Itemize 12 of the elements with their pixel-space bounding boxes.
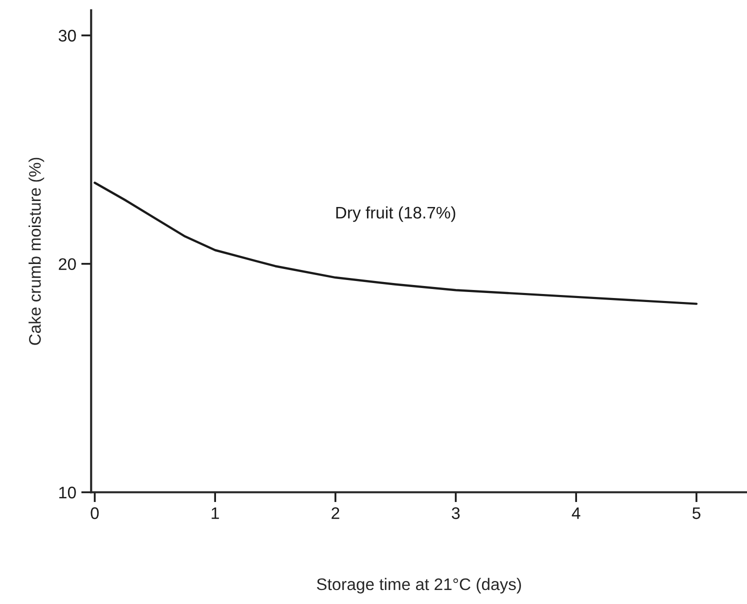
y-tick-label: 20 [58,258,76,270]
x-axis-title: Storage time at 21°C (days) [316,578,521,594]
x-tick-label: 1 [212,507,219,519]
x-tick-label: 2 [332,507,340,519]
text: Dry fruit (18.7%) [336,206,456,222]
x-tick-label: 3 [452,507,460,520]
x-tick-label: 4 [572,507,580,519]
y-axis-title: Cake crumb moisture (%) [28,158,44,345]
y-tick-label: 10 [59,486,76,498]
x-tick-label: 0 [90,507,99,520]
y-tick-label: 30 [58,30,76,42]
x-tick-label: 5 [692,507,700,520]
